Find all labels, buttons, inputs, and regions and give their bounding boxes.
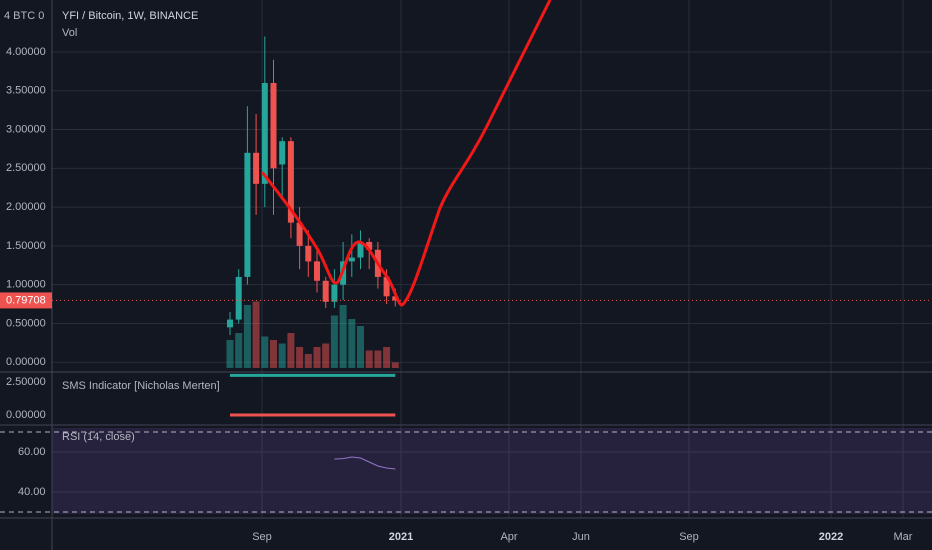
price-tick-label: 3.00000 bbox=[6, 123, 46, 135]
time-label: 2022 bbox=[819, 531, 843, 543]
volume-bar bbox=[365, 350, 373, 368]
candle-body bbox=[331, 284, 338, 302]
candle-body bbox=[279, 141, 286, 165]
candle-body bbox=[270, 82, 277, 169]
time-label: 2021 bbox=[389, 531, 413, 543]
symbol-title: YFI / Bitcoin, 1W, BINANCE bbox=[62, 10, 198, 22]
candle-body bbox=[253, 152, 260, 184]
price-tick-label: 3.50000 bbox=[6, 85, 46, 97]
marks bbox=[0, 36, 932, 513]
candle-body bbox=[261, 82, 268, 184]
candle-body bbox=[235, 276, 242, 320]
last-price-label: 0.79708 bbox=[6, 294, 46, 306]
sms-tick-label: 0.00000 bbox=[6, 409, 46, 421]
price-tick-label: 4.00000 bbox=[6, 46, 46, 58]
volume-bar bbox=[226, 340, 234, 368]
price-tick-label: 2.00000 bbox=[6, 201, 46, 213]
time-label: Jun bbox=[572, 531, 590, 543]
candle-body bbox=[383, 276, 390, 297]
volume-label: Vol bbox=[62, 27, 77, 39]
time-label: Apr bbox=[500, 531, 517, 543]
rsi-line bbox=[334, 456, 396, 470]
price-tick-label: 2.50000 bbox=[6, 162, 46, 174]
price-tick-label: 1.00000 bbox=[6, 279, 46, 291]
rsi-tick-label: 60.00 bbox=[18, 446, 46, 458]
candle-body bbox=[287, 141, 294, 223]
volume-bar bbox=[330, 315, 338, 368]
volume-bar bbox=[348, 319, 356, 368]
volume-bar bbox=[252, 301, 260, 368]
volume-bar bbox=[374, 350, 382, 368]
rsi-label: RSI (14, close) bbox=[62, 431, 135, 443]
candle-body bbox=[366, 242, 373, 250]
sms-label: SMS Indicator [Nicholas Merten] bbox=[62, 380, 220, 392]
time-label: Sep bbox=[679, 531, 699, 543]
volume-bar bbox=[304, 354, 312, 368]
time-label: Sep bbox=[252, 531, 272, 543]
candle-body bbox=[305, 245, 312, 262]
rsi-band bbox=[52, 428, 932, 514]
sms-tick-label: 2.50000 bbox=[6, 376, 46, 388]
volume-bar bbox=[339, 305, 347, 368]
volume-bar bbox=[270, 340, 277, 368]
price-tick-label: 0.50000 bbox=[6, 317, 46, 329]
volume-bar bbox=[383, 347, 391, 368]
volume-bar bbox=[313, 347, 321, 368]
price-tick-label: 0.00000 bbox=[6, 356, 46, 368]
last-price-box bbox=[0, 292, 52, 309]
rsi-tick-label: 40.00 bbox=[18, 486, 46, 498]
candle-body bbox=[357, 242, 364, 258]
candle-body bbox=[244, 152, 251, 277]
candle-body bbox=[314, 261, 320, 281]
candle-body bbox=[227, 319, 233, 328]
volume-bar bbox=[391, 362, 399, 368]
volume-bar bbox=[322, 343, 330, 368]
volume-bar bbox=[296, 347, 304, 368]
freehand-drawing bbox=[260, 0, 552, 307]
volume-bar bbox=[261, 336, 269, 368]
volume-bar bbox=[235, 333, 243, 368]
time-label: Mar bbox=[894, 531, 913, 543]
scale-unit: 4 BTC 0 bbox=[4, 10, 44, 22]
candle-body bbox=[296, 222, 303, 246]
volume-bar bbox=[357, 326, 364, 368]
price-tick-label: 1.50000 bbox=[6, 240, 46, 252]
volume-bar bbox=[278, 343, 286, 368]
volume-bar bbox=[287, 333, 295, 368]
candle-body bbox=[322, 280, 329, 302]
candle-body bbox=[348, 257, 355, 262]
candle-body bbox=[392, 296, 399, 301]
volume-bar bbox=[243, 305, 251, 368]
